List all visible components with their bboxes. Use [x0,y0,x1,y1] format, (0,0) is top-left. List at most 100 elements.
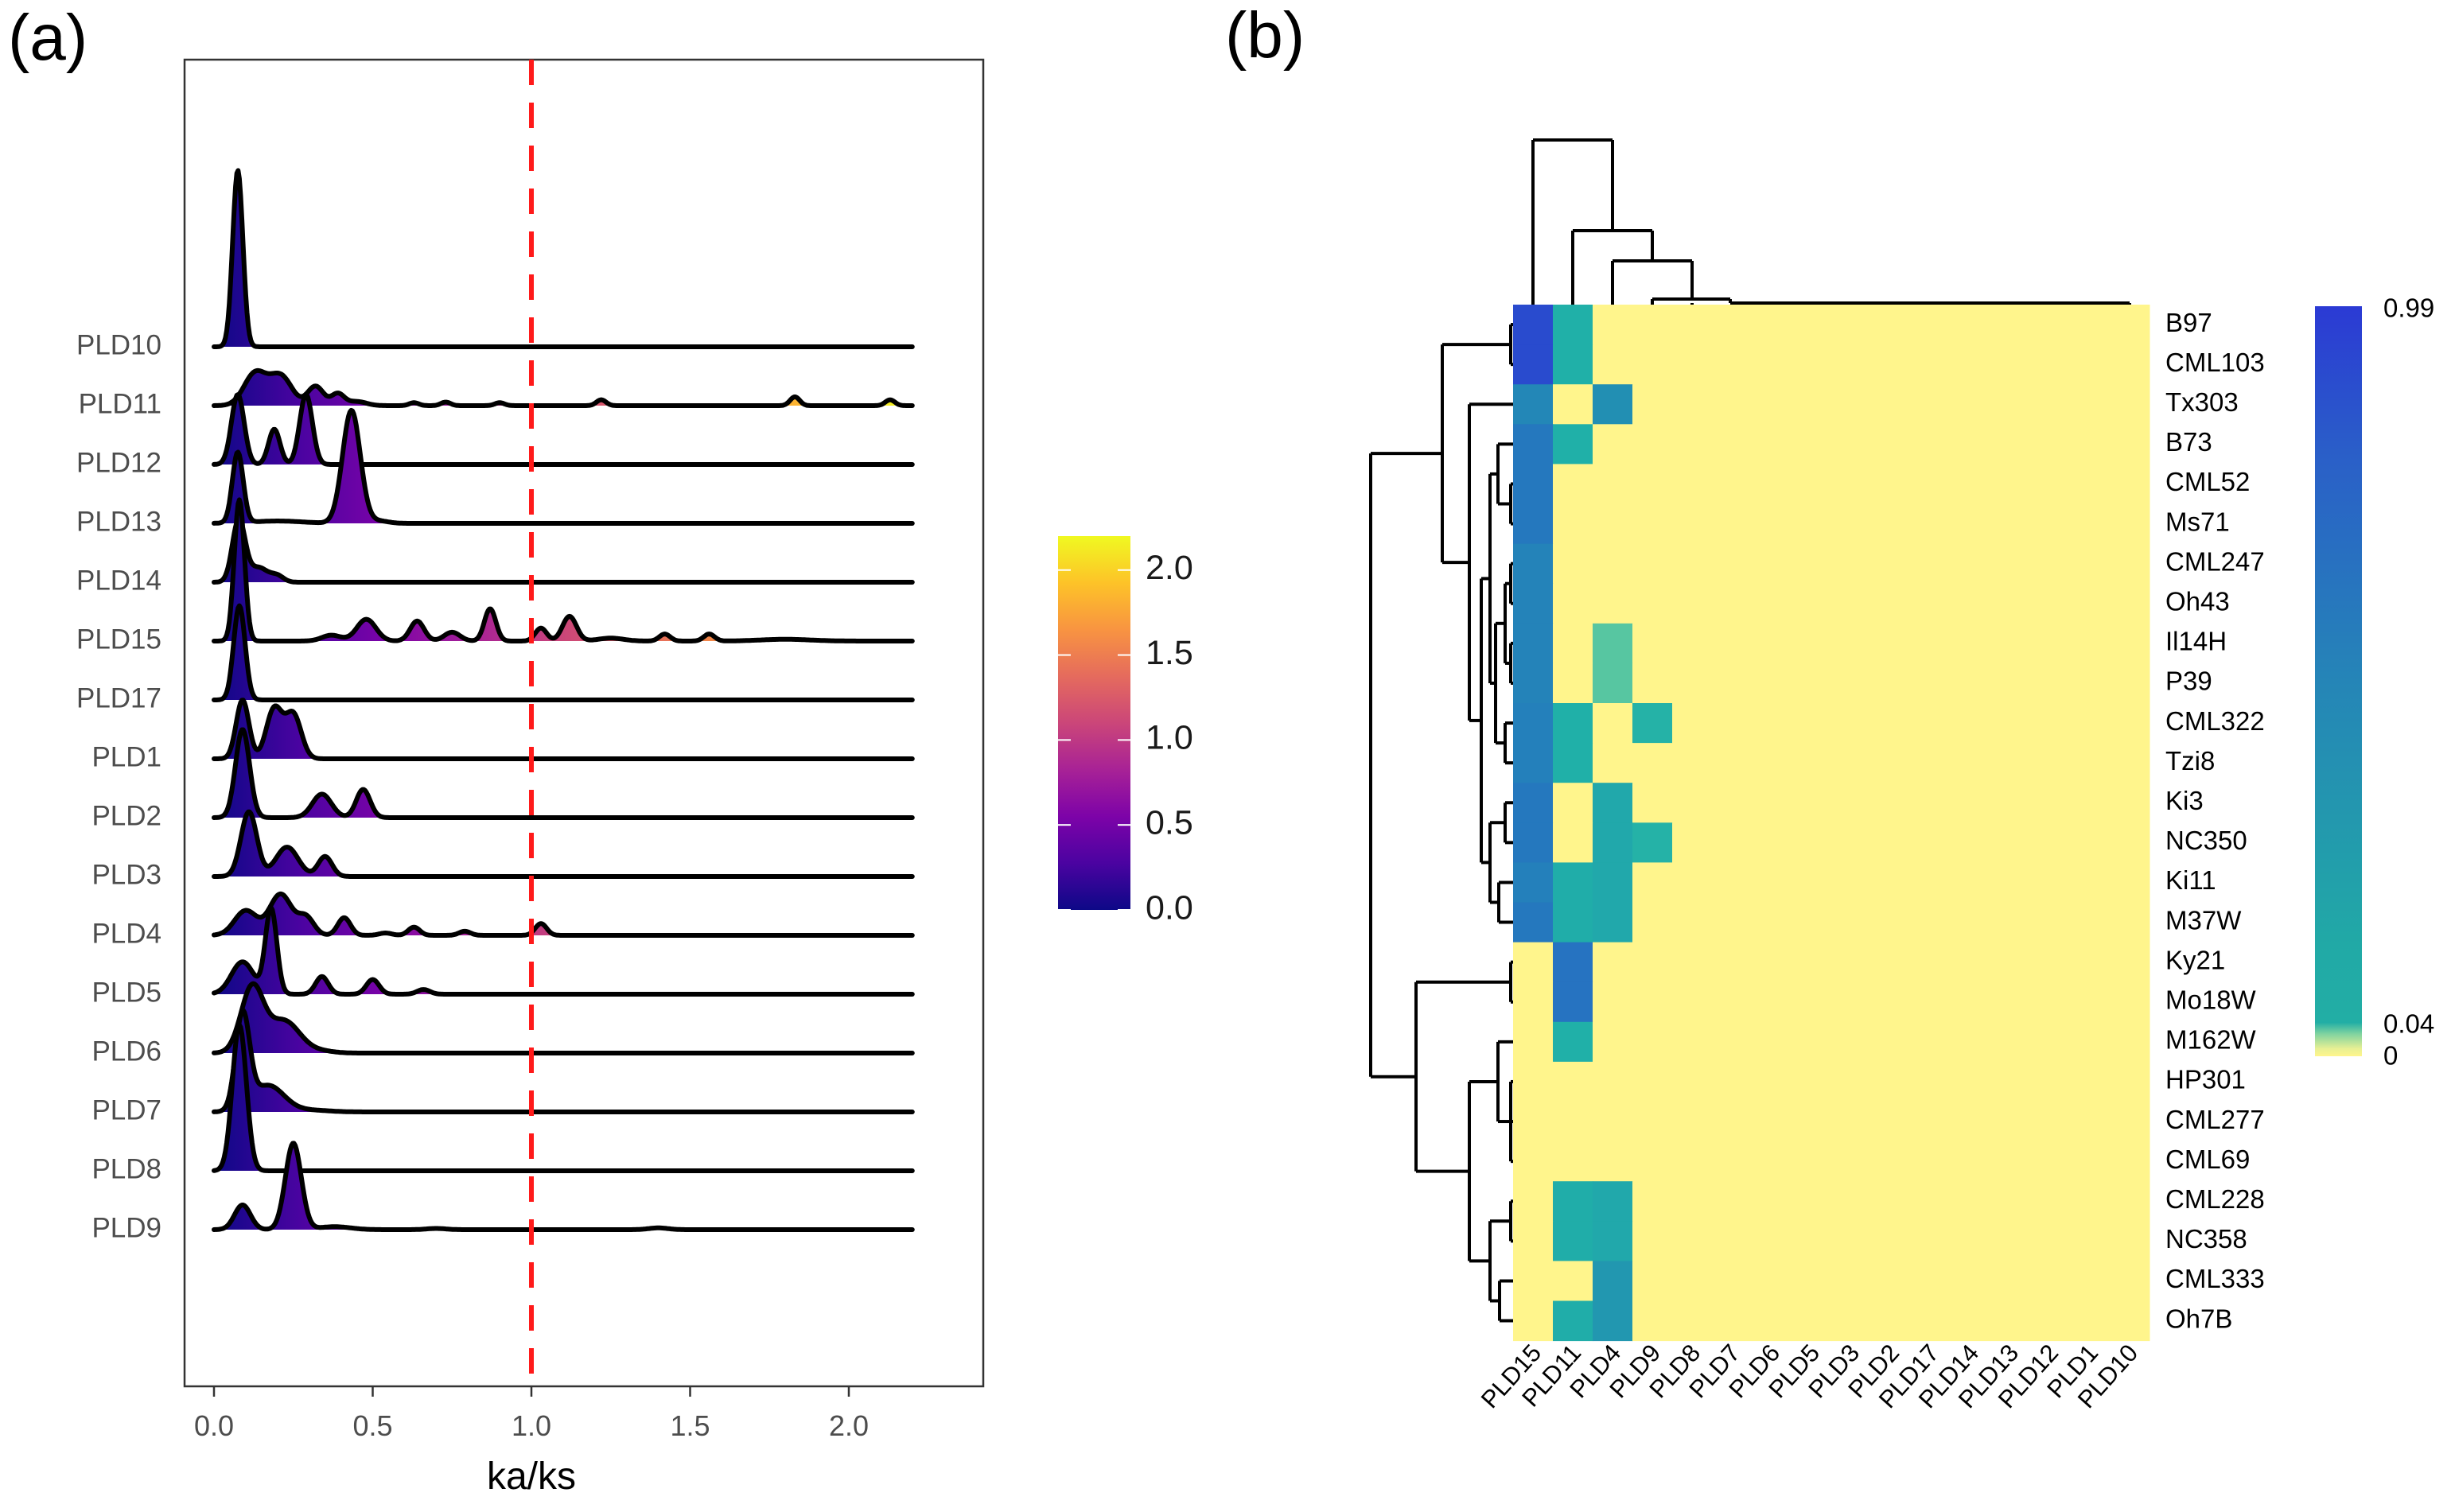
heatmap-cell [1911,1102,1951,1142]
heatmap-cell [2110,783,2150,823]
heatmap-cell [1553,822,1593,863]
heatmap-cell [1712,384,1753,425]
heatmap-cell [1831,1261,1872,1301]
heatmap-cell [2030,703,2071,744]
heatmap-cell [1792,1141,1832,1182]
heatmap-cell [2110,344,2150,385]
heatmap-cell [1871,783,1912,823]
heatmap-cell [1632,1261,1673,1301]
heatmap-cell [1593,902,1633,943]
heatmap-cell [1911,1221,1951,1261]
heatmap-cell [1792,305,1832,345]
y-label-pld10: PLD10 [76,329,161,360]
y-label-pld6: PLD6 [91,1036,161,1067]
column-dendrogram [1531,138,2131,305]
heatmap-cell [2110,1102,2150,1142]
heatmap-cell [1911,464,1951,504]
heatmap-cell [1951,305,1991,345]
colorbar-a-gradient [1058,536,1130,910]
heatmap-cell [1712,1221,1753,1261]
heatmap-cell [1951,384,1991,425]
heatmap-cell [1593,384,1633,425]
heatmap-cell [2030,503,2071,545]
row-label: P39 [2165,667,2212,696]
ridge-fill-pld7 [214,1010,912,1112]
heatmap-cell [1911,344,1951,385]
heatmap-cell [1553,305,1593,345]
heatmap-cell [1792,464,1832,504]
heatmap-cell [1553,981,1593,1023]
heatmap-cell [2070,305,2111,345]
heatmap-cell [1712,503,1753,545]
row-dendrogram [1369,323,1513,1323]
heatmap-cell [2110,1021,2150,1063]
heatmap-cell [1513,305,1554,345]
heatmap-cell [1632,862,1673,903]
heatmap-cell [1752,783,1792,823]
heatmap-cell [1553,783,1593,823]
heatmap-cell [1712,1061,1753,1102]
heatmap-cell [1593,503,1633,545]
heatmap-cell [2070,344,2111,385]
ridge-fill-pld1 [214,700,912,759]
heatmap-cell [1513,1061,1554,1102]
heatmap-cell [2070,783,2111,823]
heatmap-cell [1871,305,1912,345]
heatmap-cell [1593,822,1633,863]
heatmap-cell [2110,384,2150,425]
heatmap-cell [1513,1181,1554,1222]
heatmap-cell [1951,543,1991,585]
heatmap-cell [1990,305,2031,345]
heatmap-cell [1871,1102,1912,1142]
heatmap-cell [1831,1102,1872,1142]
row-label: B73 [2165,427,2212,457]
heatmap-cell [1951,344,1991,385]
heatmap-cell [1831,424,1872,464]
x-axis-title: ka/ks [487,1456,576,1498]
heatmap-cell [1712,1300,1753,1342]
ridge-line-pld2 [212,727,915,820]
heatmap-cell [1712,703,1753,744]
colorbar-a: 0.0 0.5 1.0 1.5 2.0 [1058,536,1193,927]
row-label: CML333 [2165,1264,2265,1293]
heatmap-cell [2110,583,2150,624]
row-label: CML69 [2165,1145,2250,1174]
heatmap-cell [1990,822,2031,863]
heatmap-cell [1593,663,1633,704]
heatmap-cell [1712,862,1753,903]
heatmap-cell [1752,1261,1792,1301]
heatmap-cell [1752,822,1792,863]
heatmap-cell [1951,623,1991,664]
heatmap-cell [1593,305,1633,345]
heatmap-cell [1513,942,1554,983]
heatmap-cell [2110,902,2150,943]
heatmap-cell [1632,384,1673,425]
heatmap-cell [1672,743,1713,783]
ridge-fill-pld13 [214,410,912,523]
heatmap-cell [1712,583,1753,624]
heatmap-cell [1831,902,1872,943]
heatmap-cell [1752,1221,1792,1261]
heatmap-cell [2110,703,2150,744]
heatmap-cell [1951,464,1991,504]
heatmap-cell [1792,583,1832,624]
ridge-line-pld10 [212,168,915,349]
row-label: CML247 [2165,546,2265,576]
heatmap-cell [1632,424,1673,464]
x-axis: 0.0 0.5 1.0 1.5 2.0 [194,1386,869,1442]
ridgeline-panel: PLD10 PLD11 PLD12 PLD13 PLD14 PLD15 PLD17 PLD1 P… [76,58,1193,1498]
heatmap-cell [1831,543,1872,585]
heatmap-cell [1593,1300,1633,1342]
heatmap-cell [1752,1181,1792,1222]
row-label: Oh43 [2165,586,2230,616]
heatmap-cell [2110,663,2150,704]
heatmap-cell [1593,862,1633,903]
y-label-pld7: PLD7 [91,1094,161,1125]
heatmap-cell [1712,464,1753,504]
ridge-line-pld7 [212,1008,915,1114]
heatmap-cell [1831,981,1872,1023]
heatmap-cell [1752,623,1792,664]
heatmap-cell [2030,464,2071,504]
heatmap-cell [1951,1061,1991,1102]
ridge-fill-pld10 [214,170,912,347]
